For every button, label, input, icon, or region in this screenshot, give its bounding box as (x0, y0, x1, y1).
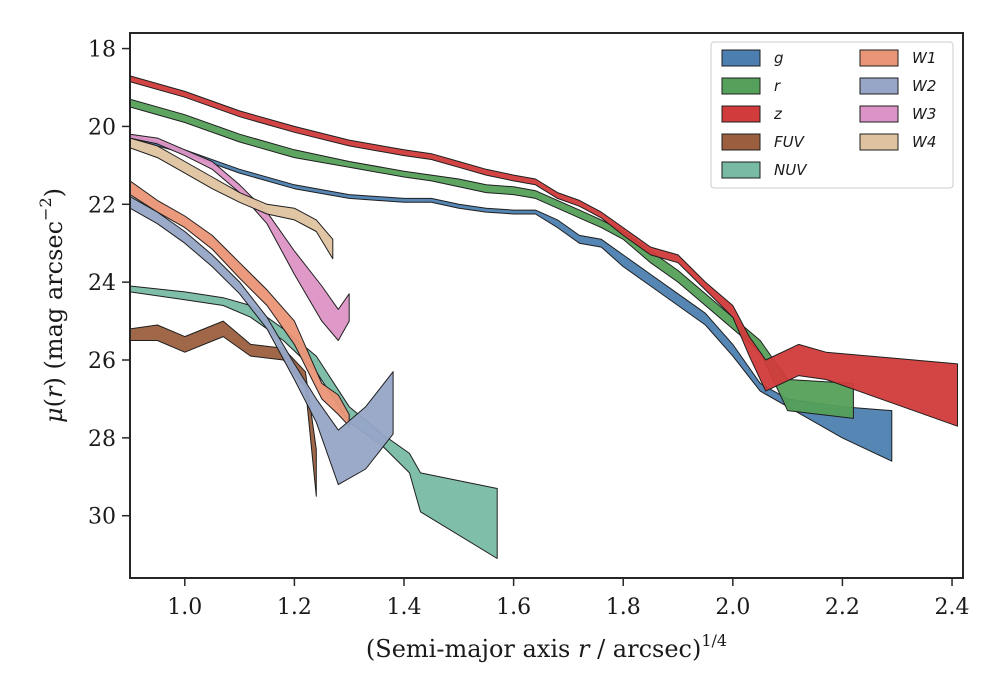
legend-label-fuv: FUV (774, 133, 806, 151)
legend-swatch-z (721, 105, 761, 123)
legend-label-w2: W2 (912, 77, 936, 95)
y-axis-title: μ(r) (mag arcsec−2) (36, 188, 68, 423)
series-band-w4 (130, 137, 334, 260)
series-band-nuv (130, 285, 498, 559)
x-tick-label: 1.6 (496, 595, 531, 620)
y-tick-label: 28 (88, 427, 116, 452)
y-tick-label: 22 (88, 193, 116, 218)
y-tick-label: 24 (88, 271, 116, 296)
legend: grz FUV NUV W1 W2 W3 W4 (710, 41, 954, 189)
legend-swatch-w2 (859, 77, 899, 95)
legend-label-g: g (774, 49, 784, 67)
x-tick-label: 2.2 (825, 595, 860, 620)
legend-label-nuv: NUV (774, 161, 808, 179)
legend-label-z: z (773, 105, 783, 123)
legend-label-w4: W4 (912, 133, 936, 151)
y-tick-label: 30 (88, 505, 116, 530)
y-tick-label: 26 (88, 349, 116, 374)
ticks-layer: 1.0 1.2 1.4 1.6 1.8 2.0 2.2 2.4 18 20 22 24 26 28 30 (88, 38, 970, 620)
legend-swatch-fuv (721, 133, 761, 151)
legend-swatch-w1 (859, 49, 899, 67)
legend-label-w3: W3 (912, 105, 936, 123)
series-layer (130, 75, 958, 559)
x-tick-label: 1.2 (277, 595, 312, 620)
legend-swatch-w3 (859, 105, 899, 123)
x-tick-label: 1.8 (606, 595, 641, 620)
plot-frame (129, 32, 964, 579)
series-band-z (130, 75, 958, 427)
x-tick-label: 2.4 (935, 595, 970, 620)
y-tick-label: 20 (88, 115, 116, 140)
x-tick-label: 1.0 (167, 595, 202, 620)
series-band-r (130, 98, 854, 419)
x-axis-title: (Semi-major axis r / arcsec)1/4 (366, 631, 727, 663)
legend-swatch-r (721, 77, 761, 95)
legend-swatch-g (721, 49, 761, 67)
legend-label-r: r (774, 77, 781, 95)
legend-swatch-nuv (721, 161, 761, 179)
series-band-fuv (130, 320, 317, 497)
series-band-w2 (130, 196, 394, 486)
series-band-g (130, 133, 893, 462)
legend-swatch-w4 (859, 133, 899, 151)
x-tick-label: 2.0 (715, 595, 750, 620)
legend-label-w1: W1 (912, 49, 936, 67)
y-tick-label: 18 (88, 38, 116, 63)
series-band-w3 (130, 133, 350, 341)
x-tick-label: 1.4 (387, 595, 422, 620)
